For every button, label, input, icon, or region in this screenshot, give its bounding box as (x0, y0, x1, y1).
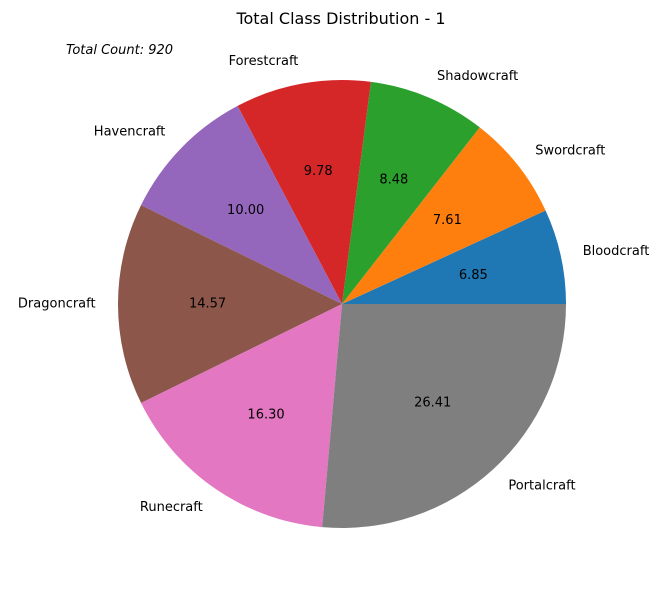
slice-label-swordcraft: Swordcraft (535, 144, 605, 159)
value-label-dragoncraft: 14.57 (189, 297, 226, 312)
slice-havencraft (141, 105, 342, 304)
value-label-runecraft: 16.30 (247, 407, 284, 422)
slice-label-dragoncraft: Dragoncraft (18, 297, 96, 312)
slice-swordcraft (342, 127, 546, 304)
slice-label-bloodcraft: Bloodcraft (583, 244, 650, 259)
slice-runecraft (141, 304, 342, 528)
total-count-annotation: Total Count: 920 (66, 43, 173, 58)
pie-labels: Bloodcraft 6.85 Swordcraft 7.61 Shadowcraft 8… (18, 54, 649, 515)
slice-label-forestcraft: Forestcraft (229, 54, 299, 69)
value-label-forestcraft: 9.78 (304, 164, 333, 179)
slice-forestcraft (237, 80, 371, 305)
value-label-portalcraft: 26.41 (414, 396, 451, 411)
slice-label-runecraft: Runecraft (140, 500, 203, 515)
value-label-havencraft: 10.00 (227, 203, 264, 218)
slice-label-shadowcraft: Shadowcraft (437, 69, 518, 84)
slice-shadowcraft (342, 81, 480, 305)
slice-dragoncraft (117, 205, 342, 404)
value-label-shadowcraft: 8.48 (379, 172, 408, 187)
pie-slices (117, 80, 566, 528)
slice-portalcraft (322, 304, 566, 528)
value-label-swordcraft: 7.61 (433, 213, 462, 228)
chart-title: Total Class Distribution - 1 (235, 9, 445, 28)
slice-bloodcraft (342, 210, 566, 304)
slice-label-havencraft: Havencraft (94, 125, 166, 140)
value-label-bloodcraft: 6.85 (459, 268, 488, 283)
slice-label-portalcraft: Portalcraft (508, 478, 575, 493)
